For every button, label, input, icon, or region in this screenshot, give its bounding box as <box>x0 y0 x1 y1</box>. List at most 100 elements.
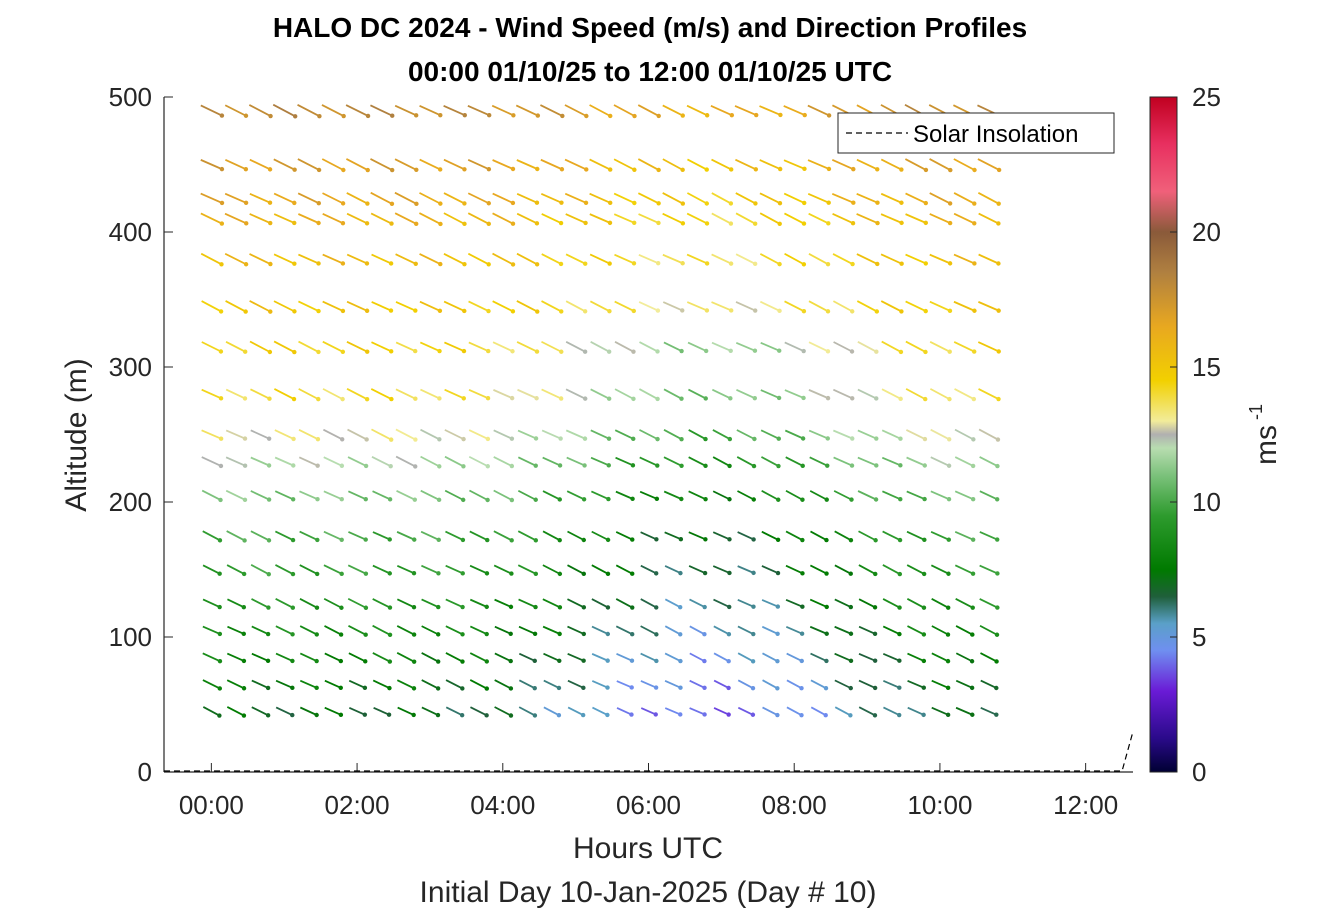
wind-arrow-head <box>946 605 951 610</box>
wind-arrow <box>419 253 441 265</box>
wind-arrow <box>807 159 830 170</box>
wind-arrow <box>664 652 681 662</box>
wind-arrow-head <box>799 712 804 718</box>
wind-arrow-head <box>461 436 466 442</box>
wind-arrow <box>880 158 902 171</box>
wind-arrow <box>347 456 367 467</box>
wind-arrow <box>687 341 707 352</box>
wind-arrow-head <box>268 261 273 267</box>
wind-arrow <box>664 625 681 636</box>
wind-arrow-head <box>702 632 707 637</box>
wind-arrow <box>251 598 269 609</box>
wind-arrow-head <box>800 571 805 576</box>
wind-arrow-head <box>850 436 855 441</box>
wind-arrow <box>735 212 756 225</box>
wind-arrow <box>493 456 513 467</box>
wind-arrow <box>298 429 319 440</box>
wind-arrow-head <box>703 537 708 542</box>
wind-arrow-head <box>872 631 878 637</box>
wind-arrow-head <box>776 497 781 502</box>
wind-arrow-head <box>751 537 756 542</box>
wind-arrow <box>492 192 514 204</box>
wind-arrow <box>372 652 391 663</box>
wind-arrow <box>639 490 658 500</box>
wind-arrow-head <box>970 632 975 637</box>
wind-arrow-head <box>679 348 684 354</box>
wind-arrow-head <box>799 631 805 636</box>
wind-arrow-head <box>581 631 587 637</box>
wind-arrow-head <box>801 348 806 354</box>
wind-arrow <box>249 300 271 313</box>
wind-arrow <box>931 706 949 716</box>
wind-arrow-head <box>848 685 853 691</box>
wind-arrow-head <box>899 261 904 266</box>
wind-arrow <box>881 340 902 353</box>
wind-arrow-head <box>923 396 928 402</box>
wind-arrow <box>856 192 878 204</box>
wind-arrow-head <box>340 201 346 206</box>
wind-arrow-head <box>970 497 976 502</box>
wind-arrow <box>712 490 730 501</box>
wind-arrow <box>977 341 1000 353</box>
wind-arrow <box>419 105 441 116</box>
wind-arrow <box>953 158 975 171</box>
wind-arrow-head <box>605 631 611 637</box>
wind-arrow-head <box>727 497 732 502</box>
wind-arrow <box>517 564 537 575</box>
wind-arrow-head <box>362 685 368 691</box>
wind-arrow <box>786 652 803 662</box>
wind-arrow-head <box>268 309 273 314</box>
wind-arrow-head <box>388 349 394 354</box>
wind-arrow-head <box>535 113 541 118</box>
wind-arrow <box>273 158 296 171</box>
wind-arrow <box>470 706 488 717</box>
wind-arrow-head <box>607 261 612 266</box>
wind-arrow-head <box>437 396 442 401</box>
wind-arrow <box>857 456 877 467</box>
wind-arrow <box>540 158 563 171</box>
wind-arrow-head <box>340 349 346 354</box>
wind-arrow-head <box>776 436 781 441</box>
wind-arrow-head <box>486 221 491 227</box>
wind-arrow <box>225 456 246 467</box>
wind-arrow <box>833 429 853 440</box>
wind-arrow-head <box>898 436 903 441</box>
wind-arrow <box>662 301 683 312</box>
wind-arrow-head <box>267 200 273 205</box>
wind-arrow <box>468 429 489 440</box>
wind-arrow <box>980 707 997 716</box>
wind-arrow <box>784 341 805 352</box>
wind-arrow <box>324 625 342 636</box>
wind-arrow <box>370 104 393 117</box>
wind-arrow-head <box>945 685 951 691</box>
wind-arrow <box>541 340 562 353</box>
wind-arrow <box>226 564 245 575</box>
wind-arrow <box>226 706 245 717</box>
wind-arrow-head <box>340 220 346 226</box>
wind-arrow-head <box>559 349 564 354</box>
wind-arrow <box>419 192 441 205</box>
wind-arrow <box>759 300 780 312</box>
wind-arrow-head <box>241 686 247 691</box>
wind-arrow <box>686 104 708 117</box>
wind-arrow <box>809 598 828 608</box>
wind-arrow-head <box>775 537 781 542</box>
wind-arrow-head <box>437 464 442 469</box>
wind-arrow-head <box>969 659 975 664</box>
wind-arrow <box>346 300 368 312</box>
wind-arrow-head <box>947 349 952 354</box>
wind-arrow-head <box>680 167 685 173</box>
wind-arrow <box>346 341 368 353</box>
wind-arrow-head <box>438 261 443 267</box>
wind-arrow <box>761 625 778 635</box>
wind-arrow-head <box>582 436 588 441</box>
colorbar-ticks: 0 5 10 15 20 25 <box>1170 82 1221 787</box>
wind-arrow-head <box>752 348 758 353</box>
wind-arrow-head <box>947 308 953 314</box>
wind-arrow-head <box>996 167 1002 173</box>
wind-arrow <box>640 652 657 662</box>
wind-arrow <box>518 706 536 717</box>
wind-arrow <box>808 429 829 440</box>
wind-arrow-head <box>485 497 490 503</box>
wind-arrow-head <box>727 604 732 610</box>
